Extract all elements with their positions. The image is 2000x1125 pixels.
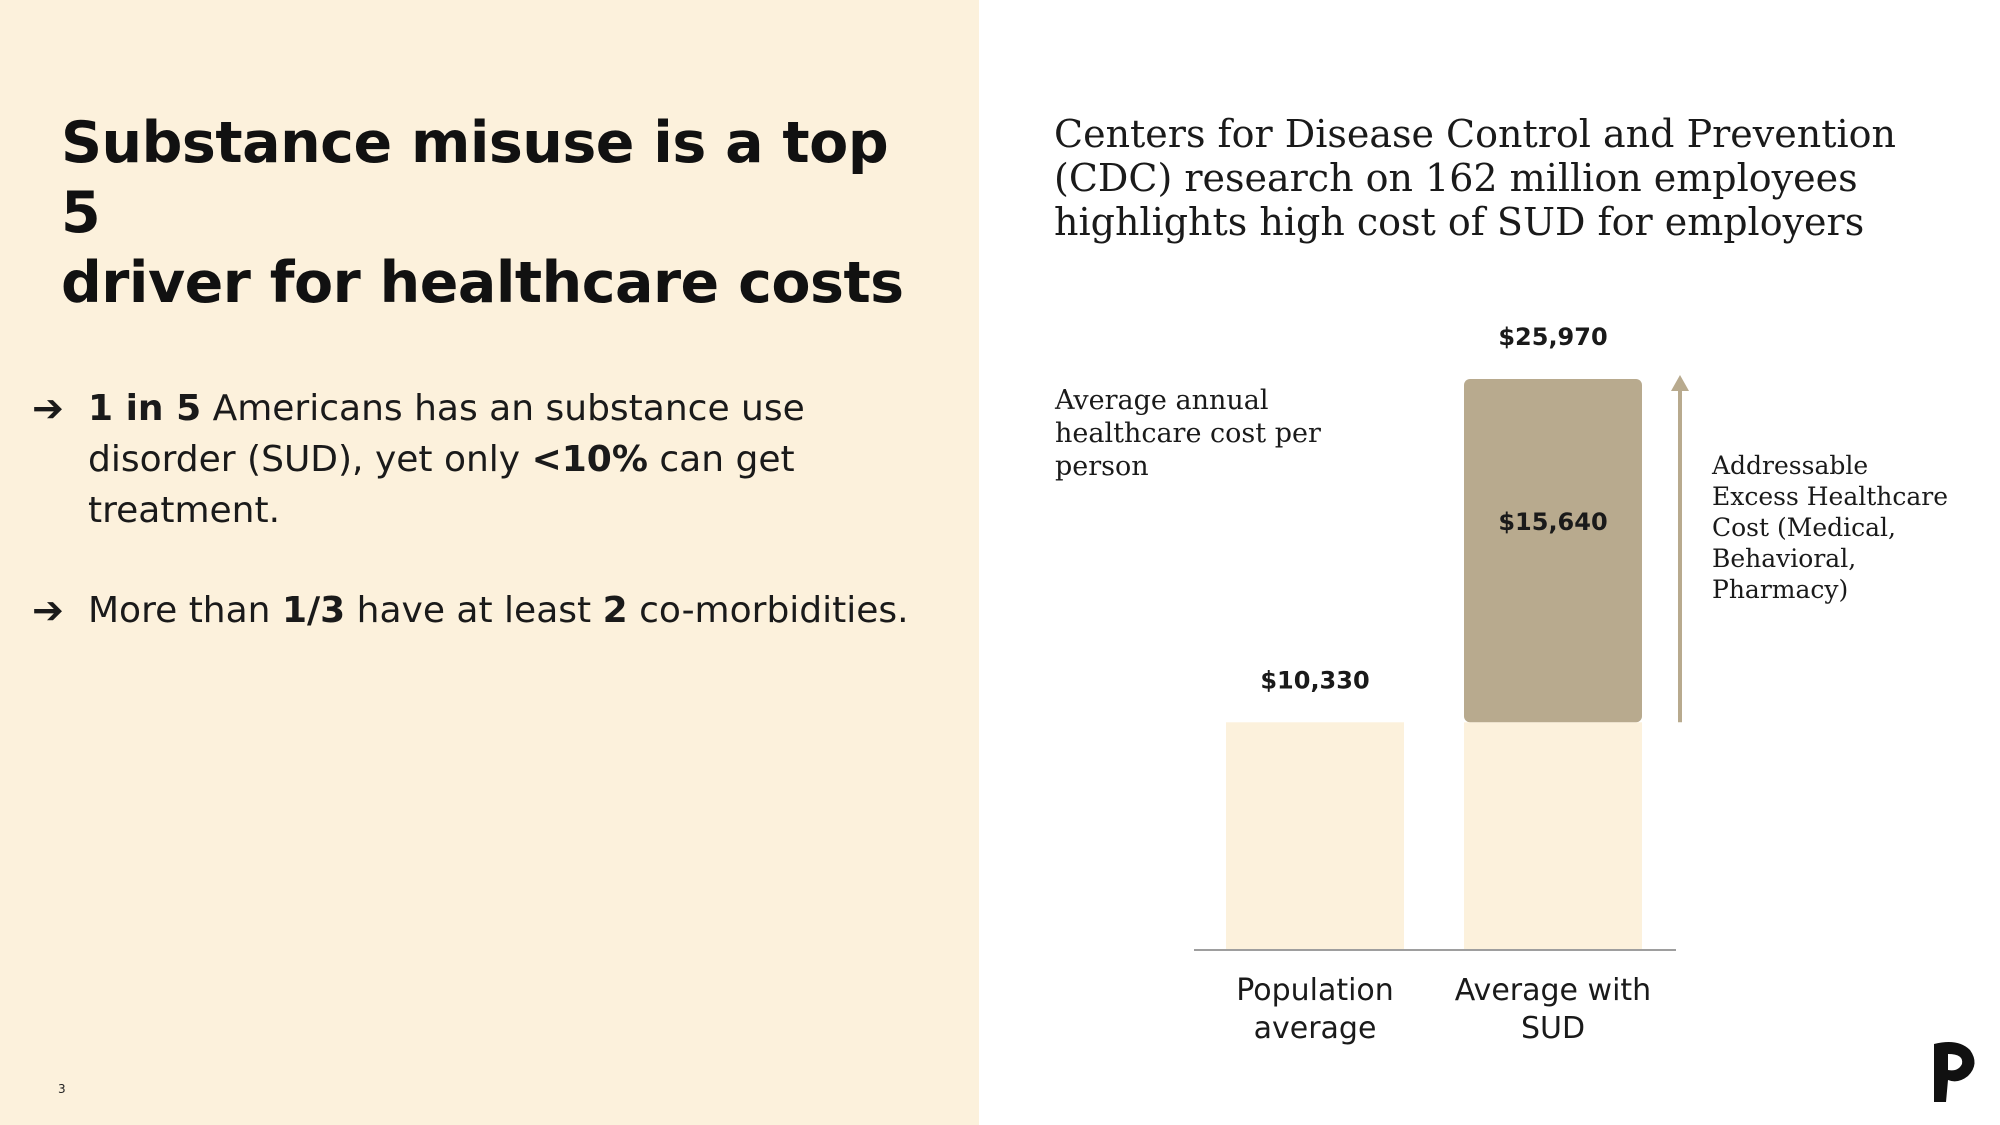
- bullet-2-bold-2: 2: [602, 590, 628, 631]
- y-axis-description: Average annual healthcare cost per perso…: [1055, 385, 1321, 482]
- bar-segment-label-1: $15,640: [1498, 508, 1607, 536]
- bar-base-1: [1464, 722, 1642, 949]
- bar-total-label-0: $10,330: [1260, 666, 1369, 694]
- bullet-1-bold-2: <10%: [531, 439, 648, 480]
- category-label-1-line-0: Average with: [1455, 973, 1651, 1008]
- bar-total-label-1: $25,970: [1498, 323, 1607, 351]
- bullet-2-text-2: have at least: [345, 590, 603, 631]
- bullet-2-text: More than 1/3 have at least 2 co-morbidi…: [88, 585, 912, 636]
- bullet-1-bold-1: 1 in 5: [88, 388, 202, 429]
- bullet-2-text-1: More than: [88, 590, 282, 631]
- bullet-1-text: 1 in 5 Americans has an substance use di…: [88, 383, 912, 536]
- slide-title: Substance misuse is a top 5 driver for h…: [61, 108, 941, 318]
- bullet-1-text-2: can get treatment.: [88, 439, 795, 531]
- category-label-1-line-1: SUD: [1521, 1011, 1585, 1046]
- excess-cost-annotation: Addressable Excess Healthcare Cost (Medi…: [1712, 451, 1949, 604]
- left-panel: Substance misuse is a top 5 driver for h…: [0, 0, 979, 1125]
- brand-logo-icon: [1934, 1042, 1975, 1102]
- arrow-icon: ➔: [32, 588, 64, 632]
- bar-base-0: [1226, 722, 1404, 949]
- slide-title-line-1: Substance misuse is a top 5: [61, 110, 889, 246]
- bar-excess-1: [1464, 379, 1642, 723]
- slide-title-line-2: driver for healthcare costs: [61, 250, 904, 316]
- page-number: 3: [58, 1082, 66, 1096]
- bullet-2-bold-1: 1/3: [281, 590, 346, 631]
- category-label-0-line-1: average: [1254, 1011, 1377, 1046]
- arrow-icon: ➔: [32, 386, 64, 430]
- bullet-1-text-1: Americans has an substance use disorder …: [88, 388, 805, 480]
- excess-arrow-head-icon: [1671, 375, 1689, 391]
- bullet-1: ➔ 1 in 5 Americans has an substance use …: [32, 383, 912, 536]
- chart-title: Centers for Disease Control and Preventi…: [1054, 112, 1896, 244]
- bullet-2-text-3: co-morbidities.: [627, 590, 909, 631]
- bullet-2: ➔ More than 1/3 have at least 2 co-morbi…: [32, 585, 912, 636]
- category-label-0-line-0: Population: [1236, 973, 1394, 1008]
